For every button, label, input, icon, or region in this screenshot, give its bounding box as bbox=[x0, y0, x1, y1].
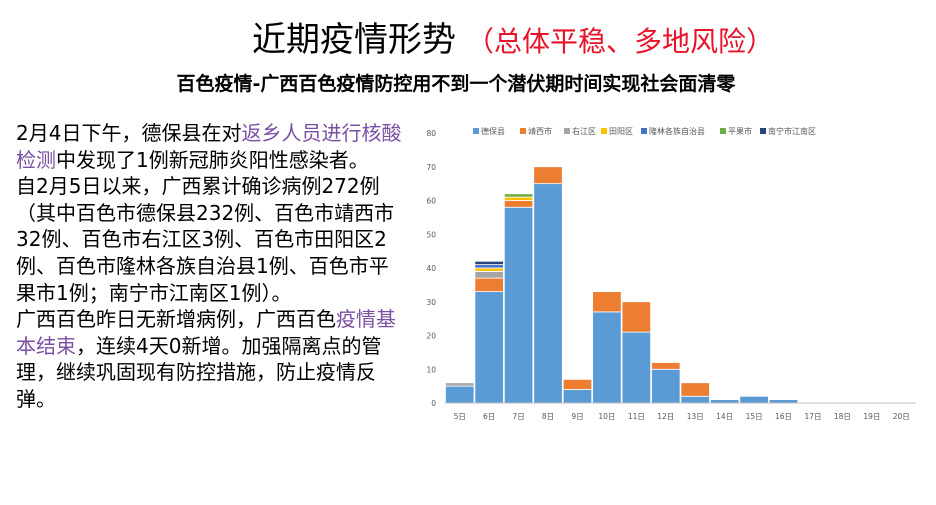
x-tick-label: 8日 bbox=[542, 412, 554, 421]
bar-segment bbox=[651, 368, 681, 404]
y-tick-label: 0 bbox=[431, 399, 436, 408]
x-tick-label: 16日 bbox=[775, 412, 792, 421]
chart-x-axis: 5日 6日 7日 8日 9日 10日 11日 12日 13日 14日 15日 16日 17日 18日 19日… bbox=[445, 402, 916, 421]
legend-swatch bbox=[760, 128, 766, 134]
x-tick-label: 17日 bbox=[804, 412, 821, 421]
x-tick-label: 6日 bbox=[483, 412, 495, 421]
x-tick-label: 5日 bbox=[454, 412, 466, 421]
case-chart: 德保县 靖西市 右江区 田阳区 隆林各族自治县 平果市 南宁市江南区 0 10 20 30 40 50… bbox=[418, 118, 918, 437]
y-tick-label: 60 bbox=[426, 197, 436, 206]
paragraph-status: 广西百色昨日无新增病例，广西百色疫情基本结束，连续4天0新增。加强隔离点的管理，… bbox=[16, 306, 408, 412]
legend-label: 南宁市江南区 bbox=[768, 126, 816, 136]
paragraph-1-end: 中发现了1例新冠肺炎阳性感染者。 bbox=[56, 147, 369, 172]
bar-segment bbox=[621, 301, 652, 333]
legend-label: 德保县 bbox=[481, 126, 505, 136]
legend-item: 隆林各族自治县 bbox=[641, 126, 705, 136]
bar-segment bbox=[592, 291, 622, 313]
legend-item: 右江区 bbox=[564, 126, 596, 136]
legend-label: 右江区 bbox=[572, 126, 596, 136]
x-tick-label: 14日 bbox=[716, 412, 733, 421]
bar-segment bbox=[503, 206, 534, 404]
bar-segment bbox=[503, 193, 534, 198]
legend-swatch bbox=[641, 128, 647, 134]
bar-segment bbox=[474, 264, 504, 269]
legend-swatch bbox=[564, 128, 570, 134]
x-tick-label: 12日 bbox=[657, 412, 674, 421]
legend-item: 田阳区 bbox=[601, 127, 633, 136]
bar-segment bbox=[680, 382, 710, 397]
x-tick-label: 11日 bbox=[628, 412, 645, 421]
body-text: 2月4日下午，德保县在对返乡人员进行核酸检测中发现了1例新冠肺炎阳性感染者。 自… bbox=[16, 120, 408, 413]
legend-swatch bbox=[720, 128, 726, 134]
bar-segment bbox=[533, 166, 563, 185]
bar-segment bbox=[562, 389, 593, 404]
x-tick-label: 7日 bbox=[512, 412, 524, 421]
bar-segment bbox=[651, 362, 681, 370]
bar-segment bbox=[562, 378, 593, 390]
y-tick-label: 40 bbox=[426, 264, 436, 273]
bar-segment bbox=[474, 277, 504, 293]
y-tick-label: 50 bbox=[426, 230, 436, 239]
legend-label: 隆林各族自治县 bbox=[649, 126, 705, 136]
legend-item: 南宁市江南区 bbox=[760, 126, 816, 136]
x-tick-label: 15日 bbox=[746, 412, 763, 421]
y-tick-label: 70 bbox=[426, 163, 436, 172]
bar-segment bbox=[474, 260, 504, 266]
x-tick-label: 10日 bbox=[598, 412, 615, 421]
paragraph-3-start: 广西百色昨日无新增病例，广西百色 bbox=[16, 307, 336, 332]
slide-title-main: 近期疫情形势 bbox=[251, 20, 456, 60]
x-tick-label: 19日 bbox=[863, 412, 880, 421]
paragraph-1-highlight: 返乡人员进行核酸检测 bbox=[16, 121, 402, 172]
bar-segment bbox=[621, 331, 652, 404]
paragraph-outbreak-start: 2月4日下午，德保县在对返乡人员进行核酸检测中发现了1例新冠肺炎阳性感染者。 bbox=[16, 120, 408, 173]
bar-segment bbox=[680, 395, 710, 404]
y-tick-label: 80 bbox=[426, 129, 436, 138]
bar-segment bbox=[503, 200, 534, 208]
bar-segment bbox=[503, 196, 534, 201]
legend-item: 德保县 bbox=[473, 126, 505, 136]
chart-bars bbox=[445, 166, 799, 404]
legend-label: 靖西市 bbox=[528, 126, 552, 136]
bar-segment bbox=[709, 399, 740, 404]
x-tick-label: 13日 bbox=[687, 412, 704, 421]
legend-item: 靖西市 bbox=[520, 126, 552, 136]
legend-swatch bbox=[520, 128, 526, 134]
chart-y-axis: 0 10 20 30 40 50 60 70 80 bbox=[426, 129, 436, 408]
bar-segment bbox=[739, 395, 769, 404]
paragraph-3-end: ，连续4天0新增。加强隔离点的管理，继续巩固现有防控措施，防止疫情反弹。 bbox=[16, 333, 382, 411]
case-chart-svg: 德保县 靖西市 右江区 田阳区 隆林各族自治县 平果市 南宁市江南区 0 10 20 30 40 50… bbox=[426, 126, 916, 421]
x-tick-label: 18日 bbox=[834, 412, 851, 421]
paragraph-3-highlight: 疫情基本结束 bbox=[16, 307, 396, 358]
bar-segment bbox=[533, 183, 563, 404]
legend-label: 平果市 bbox=[728, 126, 752, 136]
bar-segment bbox=[474, 270, 504, 279]
bar-segment bbox=[474, 267, 504, 272]
x-tick-label: 9日 bbox=[571, 412, 583, 421]
chart-legend: 德保县 靖西市 右江区 田阳区 隆林各族自治县 平果市 南宁市江南区 bbox=[473, 126, 816, 136]
paragraph-1-start: 2月4日下午，德保县在对 bbox=[16, 121, 242, 145]
bar-segment bbox=[474, 291, 504, 404]
bar-segment bbox=[445, 382, 475, 387]
y-tick-label: 30 bbox=[426, 298, 436, 307]
slide-subtitle: 百色疫情-广西百色疫情防控用不到一个潜伏期时间实现社会面清零 bbox=[176, 73, 736, 95]
slide-title: 近期疫情形势 （总体平稳、多地风险） bbox=[45, 12, 936, 61]
legend-label: 田阳区 bbox=[609, 127, 633, 136]
bar-segment bbox=[445, 385, 475, 404]
legend-swatch bbox=[473, 128, 479, 134]
y-tick-label: 20 bbox=[426, 332, 436, 341]
bar-segment bbox=[592, 311, 622, 404]
slide-title-note: （总体平稳、多地风险） bbox=[465, 25, 774, 58]
legend-item: 平果市 bbox=[720, 126, 752, 136]
y-tick-label: 10 bbox=[426, 365, 436, 374]
bar-segment bbox=[768, 399, 799, 404]
x-tick-label: 20日 bbox=[893, 412, 910, 421]
legend-swatch bbox=[601, 128, 607, 134]
paragraph-case-count: 自2月5日以来，广西累计确诊病例272例（其中百色市德保县232例、百色市靖西市… bbox=[16, 174, 395, 305]
